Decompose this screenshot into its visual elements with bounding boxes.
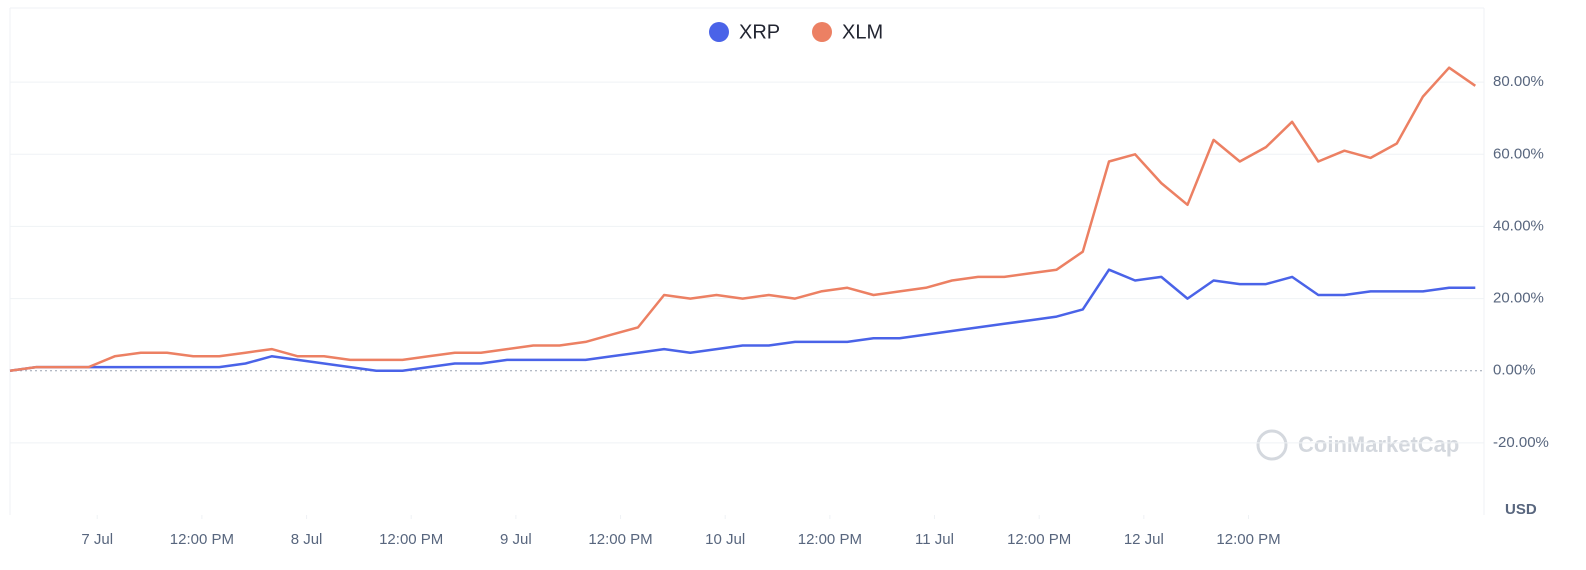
legend-label: XLM bbox=[842, 21, 883, 43]
line-0 bbox=[9, 268, 1476, 372]
x-tick-label: 11 Jul bbox=[915, 531, 954, 548]
y-tick-label: -20.00% bbox=[1493, 434, 1549, 451]
legend: XRP XLM bbox=[709, 21, 883, 43]
x-tick-label: 12:00 PM bbox=[798, 531, 862, 548]
watermark-logo bbox=[1256, 429, 1288, 461]
y-tick-label: 0.00% bbox=[1493, 362, 1536, 379]
y-tick-label: 40.00% bbox=[1493, 217, 1544, 234]
currency-label: USD bbox=[1505, 501, 1537, 518]
x-tick-label: 12:00 PM bbox=[170, 531, 234, 548]
x-tick-label: 10 Jul bbox=[705, 531, 745, 548]
legend-marker bbox=[709, 22, 729, 42]
y-tick-label: 20.00% bbox=[1493, 290, 1544, 307]
x-tick-label: 12:00 PM bbox=[1216, 531, 1280, 548]
watermark: CoinMarketCap bbox=[1256, 429, 1459, 461]
x-tick-label: 12:00 PM bbox=[379, 531, 443, 548]
x-tick-label: 12:00 PM bbox=[1007, 531, 1071, 548]
x-tick-label: 8 Jul bbox=[291, 531, 323, 548]
x-tick-label: 7 Jul bbox=[81, 531, 113, 548]
y-tick-label: 60.00% bbox=[1493, 145, 1544, 162]
watermark-text: CoinMarketCap bbox=[1298, 432, 1459, 457]
x-tick-label: 12 Jul bbox=[1124, 531, 1164, 548]
x-tick-label: 12:00 PM bbox=[588, 531, 652, 548]
legend-marker bbox=[812, 22, 832, 42]
x-tick-label: 9 Jul bbox=[500, 531, 532, 548]
legend-label: XRP bbox=[739, 21, 780, 43]
line-1 bbox=[9, 66, 1477, 372]
y-tick-label: 80.00% bbox=[1493, 73, 1544, 90]
